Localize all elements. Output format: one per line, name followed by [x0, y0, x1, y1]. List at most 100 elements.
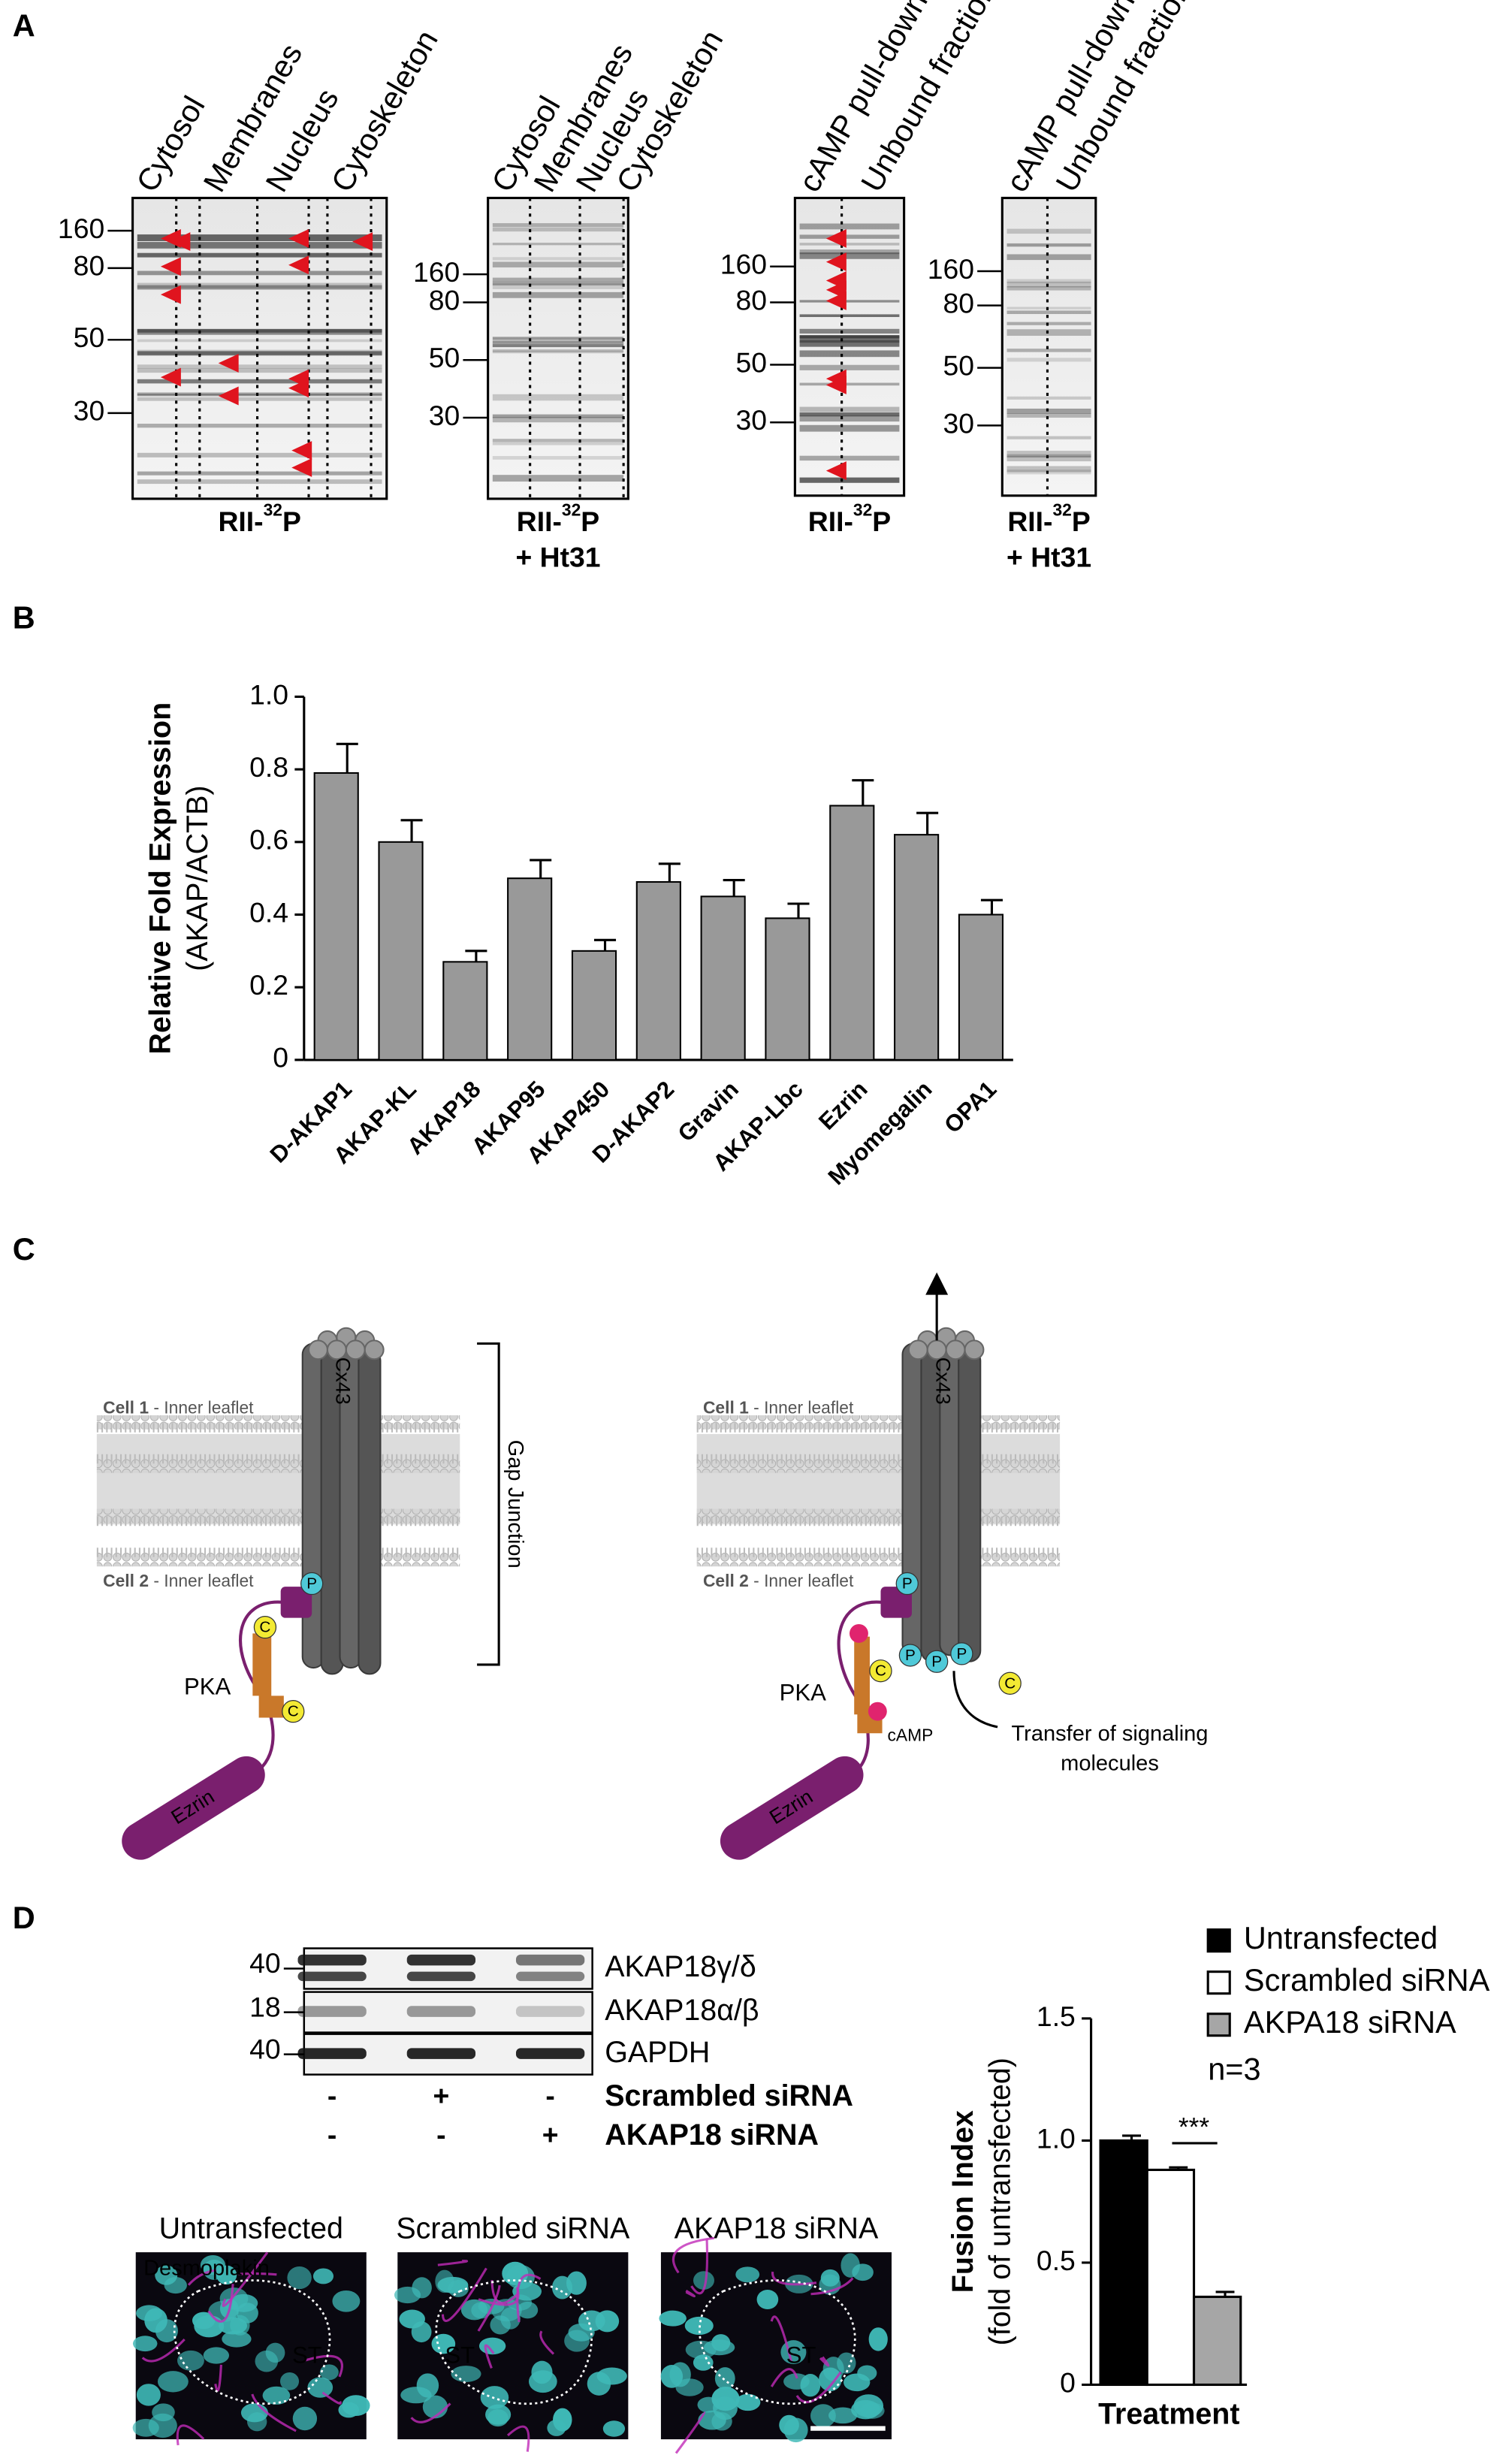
nucleus — [342, 2395, 370, 2417]
nucleus — [675, 2378, 704, 2396]
nucleus — [332, 2290, 361, 2312]
x-tick-label: OPA1 — [939, 1076, 1001, 1138]
blot-band — [137, 471, 382, 476]
nucleus — [528, 2370, 557, 2393]
membrane-stain — [675, 2411, 705, 2454]
blot-band — [799, 415, 900, 422]
blot-band — [492, 456, 624, 460]
mw-marker: 80 — [74, 250, 105, 282]
caption-prefix: RII- — [808, 506, 853, 537]
blot-band — [137, 270, 382, 276]
blot-band — [492, 349, 624, 352]
y-tick-label: 0.4 — [249, 896, 288, 928]
membrane-stain — [819, 2356, 830, 2367]
blot-band — [799, 412, 900, 417]
mw-marker: 160 — [58, 213, 104, 244]
mw-marker: 50 — [943, 350, 974, 382]
blot-band — [297, 2006, 367, 2017]
membrane-stain — [478, 2287, 520, 2306]
membrane-stain — [222, 2251, 269, 2308]
membrane-stain — [506, 2425, 530, 2452]
x-axis-label: Treatment — [1098, 2397, 1239, 2430]
band-arrow — [825, 228, 847, 248]
membrane-stain — [671, 2236, 714, 2274]
blot-band — [137, 234, 382, 242]
blot-band — [799, 328, 900, 334]
caption-isotope: 32 — [1052, 500, 1071, 520]
blot-caption: RII-32P — [517, 500, 599, 537]
blot-band — [799, 424, 900, 432]
blot-band — [799, 350, 900, 358]
blot — [487, 196, 629, 500]
nucleus — [551, 2275, 573, 2299]
nucleus — [262, 2386, 291, 2405]
caption-suffix: P — [581, 506, 599, 537]
mw-marker: 160 — [720, 249, 767, 280]
blot-band — [137, 397, 382, 401]
blot-band — [799, 336, 900, 343]
y-tick-label: 0.8 — [249, 751, 288, 783]
membrane-stain — [770, 2315, 792, 2362]
blot-band — [515, 2006, 585, 2017]
badge — [898, 1644, 922, 1667]
ezrin — [122, 1756, 265, 1860]
cell-name: Cell 2 — [703, 1571, 749, 1590]
bar — [571, 950, 617, 1061]
bar — [1145, 2168, 1196, 2387]
membrane-stain — [187, 2269, 217, 2286]
bar — [829, 805, 875, 1061]
band-arrow — [288, 379, 309, 398]
blot-band — [799, 364, 900, 370]
blot-treatment: + Ht31 — [515, 542, 600, 573]
nucleus — [132, 2336, 158, 2352]
membrane-stain — [251, 2393, 297, 2432]
badge — [950, 1642, 973, 1665]
condition-sign: + — [542, 2118, 559, 2150]
connexin-top — [364, 1339, 385, 1360]
camp-label: cAMP — [887, 1725, 933, 1744]
badge-label: C — [1004, 1674, 1016, 1692]
condition-sign: + — [433, 2080, 449, 2112]
blot-band — [799, 314, 900, 318]
panel-letter: D — [13, 1900, 35, 1935]
band-arrow — [291, 457, 312, 477]
bar — [442, 961, 488, 1061]
blot-treatment: + Ht31 — [1006, 542, 1091, 573]
condition-sign: - — [327, 2080, 337, 2112]
transfer-arrow — [925, 1272, 949, 1341]
error-bar — [530, 859, 552, 879]
nucleus — [200, 2254, 226, 2275]
leaflet-label: Cell 2 - Inner leaflet — [703, 1571, 854, 1590]
nucleus — [660, 2365, 684, 2388]
blot-band — [1006, 454, 1091, 457]
blot-band — [1006, 306, 1091, 310]
condition-sign: - — [327, 2118, 337, 2150]
blot-band — [137, 285, 382, 290]
connexin-top — [907, 1339, 928, 1360]
blot-band — [492, 257, 624, 261]
band-arrow — [288, 228, 309, 248]
panel-letter: B — [13, 600, 35, 636]
membrane-stain — [207, 2284, 234, 2323]
blot-band — [137, 452, 382, 457]
error-bar — [916, 811, 939, 835]
error-bar — [465, 950, 487, 962]
blot-band — [515, 1954, 585, 1966]
connexin-top — [345, 1339, 366, 1360]
membrane-stain — [690, 2239, 709, 2295]
pka-label: PKA — [184, 1673, 231, 1699]
nucleus — [132, 2418, 159, 2437]
nucleus — [416, 2373, 439, 2398]
blot-band — [799, 252, 900, 259]
connexin-top — [326, 1339, 347, 1360]
blot-band — [1006, 451, 1091, 458]
blot-band — [515, 2048, 585, 2059]
error-bar — [594, 938, 617, 951]
blot-band — [137, 339, 382, 343]
nucleus — [164, 2276, 187, 2294]
blot-band — [492, 350, 624, 354]
mw-marker: 30 — [943, 407, 974, 439]
stain-label: Desmoplakin — [143, 2257, 270, 2281]
bar — [507, 877, 553, 1061]
nucleus — [779, 2414, 799, 2435]
